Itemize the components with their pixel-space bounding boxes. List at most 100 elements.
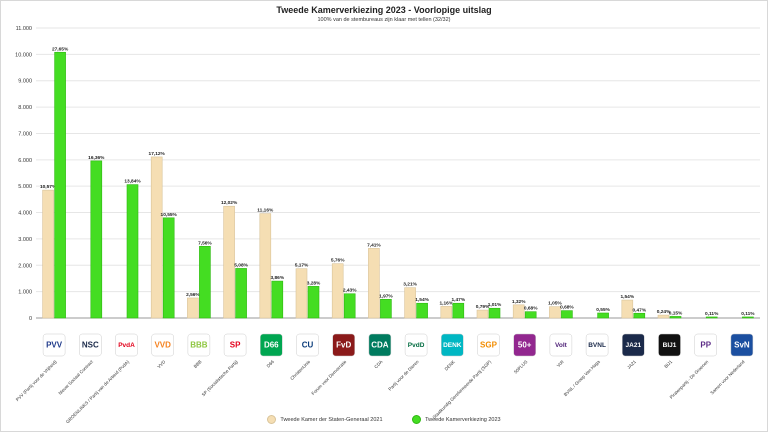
y-tick-label: 0 xyxy=(29,316,32,322)
party-logo-text: PvdA xyxy=(118,342,135,349)
party-logo-text: BBB xyxy=(190,341,208,350)
data-label: 3,21% xyxy=(403,282,417,288)
data-label: 27,65% xyxy=(52,46,69,52)
party-logo-tile xyxy=(730,333,754,357)
bar-2023 xyxy=(633,312,646,319)
data-label: 0,79% xyxy=(476,304,490,310)
y-tick-label: 11.000 xyxy=(16,26,32,32)
bar-2021 xyxy=(259,213,272,319)
x-tick-label: Volt xyxy=(556,359,565,368)
bar-2023 xyxy=(524,311,537,319)
party-logo-tile xyxy=(260,333,283,357)
party-logo-text: Volt xyxy=(555,342,568,349)
data-label: 1,01% xyxy=(488,302,502,308)
data-label: 2,56% xyxy=(186,292,200,298)
data-label: 10,55% xyxy=(161,212,178,218)
data-label: 1,05% xyxy=(548,301,562,307)
y-tick-label: 1.000 xyxy=(18,290,32,296)
data-label: 3,86% xyxy=(270,275,284,281)
data-label: 1,16% xyxy=(439,300,453,306)
x-tick-label: VVD xyxy=(156,359,167,370)
party-logo-text: SvN xyxy=(734,341,750,350)
data-label: 5,08% xyxy=(234,262,248,268)
data-label: 3,28% xyxy=(307,280,321,286)
data-label: 0,68% xyxy=(560,305,574,311)
party-logo-tile xyxy=(79,333,102,357)
bar-2021 xyxy=(657,314,670,319)
x-tick-label: BIJ1 xyxy=(663,359,673,369)
x-tick-label: Forum voor Democratie xyxy=(310,359,347,396)
bar-2021 xyxy=(42,189,54,319)
party-logo-tile xyxy=(477,333,500,357)
bar-2021 xyxy=(368,248,380,319)
party-logo-text: VVD xyxy=(154,341,171,350)
bar-2023 xyxy=(90,160,103,319)
bar-2021 xyxy=(187,297,199,319)
party-logo-text: DENK xyxy=(443,342,462,349)
party-logo-tile xyxy=(332,333,355,357)
legend-item-2023[interactable]: Tweede Kamerverkiezing 2023 xyxy=(412,415,501,424)
data-label: 16,36% xyxy=(88,155,105,161)
bar-2023 xyxy=(742,316,754,319)
y-tick-label: 3.000 xyxy=(18,237,32,243)
x-tick-label: Partij voor de Dieren xyxy=(387,359,420,392)
data-label: 0,68% xyxy=(524,306,538,312)
party-logo-tile xyxy=(404,333,428,357)
party-logo-tile xyxy=(223,333,247,357)
bar-2021 xyxy=(476,309,489,319)
bar-2021 xyxy=(621,299,634,319)
x-tick-label: Samen voor Nederland xyxy=(709,359,746,396)
bar-2023 xyxy=(597,312,609,319)
bar-2023 xyxy=(452,302,465,319)
bar-2021 xyxy=(295,268,308,319)
party-logo-text: FvD xyxy=(336,341,351,350)
party-logo-tile xyxy=(115,333,138,357)
bar-2023 xyxy=(54,51,66,319)
data-label: 1,47% xyxy=(451,297,465,303)
legend-label-2023: Tweede Kamerverkiezing 2023 xyxy=(425,416,501,423)
bar-2023 xyxy=(343,293,356,319)
bar-2021 xyxy=(440,306,453,319)
party-logo-text: BIJ1 xyxy=(663,342,677,349)
data-label: 12,02% xyxy=(221,200,238,206)
legend-swatch-2021 xyxy=(267,415,277,424)
y-tick-label: 6.000 xyxy=(18,158,32,164)
bar-2021 xyxy=(223,205,235,319)
data-label: 7,41% xyxy=(367,242,381,248)
x-tick-label: D66 xyxy=(266,359,276,369)
data-label: 1,54% xyxy=(415,297,429,303)
x-tick-label: ChristenUnie xyxy=(289,359,311,381)
y-tick-label: 4.000 xyxy=(18,211,32,217)
party-logo-text: 50+ xyxy=(518,341,532,350)
data-label: 1,32% xyxy=(512,299,526,305)
data-label: 17,12% xyxy=(149,151,166,157)
party-logo-tile xyxy=(441,333,464,357)
legend-item-2021[interactable]: Tweede Kamer der Staten-Generaal 2021 xyxy=(267,415,383,424)
bar-2023 xyxy=(235,268,247,319)
y-tick-label: 8.000 xyxy=(18,105,32,111)
party-logo-text: JA21 xyxy=(626,342,642,349)
data-label: 10,57% xyxy=(40,184,57,190)
x-tick-label: PVV (Partij voor de Vrijheid) xyxy=(15,359,58,402)
data-label: 5,17% xyxy=(295,263,309,269)
y-tick-label: 5.000 xyxy=(18,184,32,190)
data-label: 2,43% xyxy=(343,288,357,294)
party-logo-text: SGP xyxy=(480,341,498,350)
bar-2023 xyxy=(705,316,718,319)
party-logo-tile xyxy=(622,333,645,357)
party-logo-text: CU xyxy=(302,341,314,350)
data-label: 1,54% xyxy=(620,294,634,300)
data-label: 0,15% xyxy=(669,310,683,316)
party-logo-tile xyxy=(585,333,609,357)
bar-2023 xyxy=(162,217,175,319)
bar-2021 xyxy=(331,263,344,319)
x-tick-label: SP (Socialistische Partij) xyxy=(201,359,239,397)
bar-2021 xyxy=(549,306,561,319)
chart-title: Tweede Kamerverkiezing 2023 - Voorlopige… xyxy=(276,5,492,15)
bar-2023 xyxy=(561,310,573,319)
x-tick-label: BVNL / Groep Van Haga xyxy=(563,359,601,397)
party-logo-tile xyxy=(368,333,392,357)
bar-2023 xyxy=(126,184,139,319)
bar-2021 xyxy=(404,287,416,319)
